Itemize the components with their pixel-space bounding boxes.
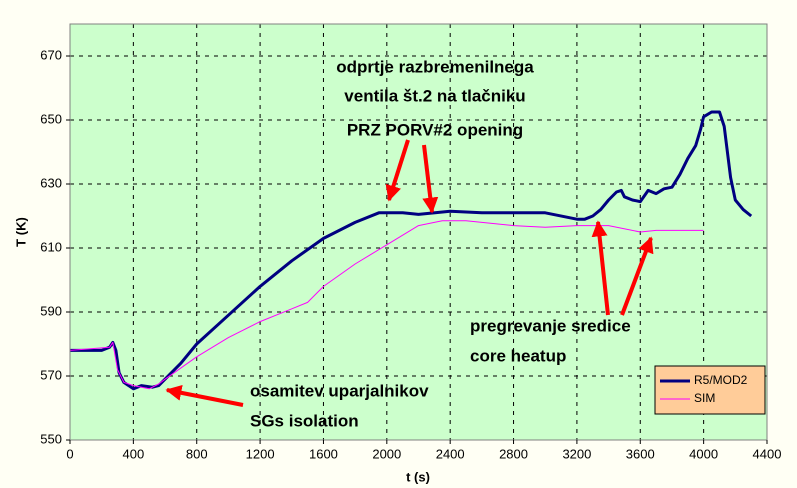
series-line <box>70 110 753 391</box>
arrow <box>422 144 439 214</box>
annotation: osamitev uparjalnikov <box>250 381 429 400</box>
arrow <box>165 384 244 407</box>
x-tick-label: 2000 <box>372 446 401 461</box>
x-tick-label: 2800 <box>499 446 528 461</box>
arrows <box>165 139 654 407</box>
x-tick-label: 3600 <box>626 446 655 461</box>
annotation: ventila št.2 na tlačniku <box>344 86 525 105</box>
arrow <box>620 236 654 316</box>
annotation: PRZ PORV#2 opening <box>347 120 523 139</box>
x-tick-label: 400 <box>123 446 145 461</box>
x-tick-label: 2400 <box>436 446 465 461</box>
x-tick-label: 800 <box>186 446 208 461</box>
y-axis-label: T (K) <box>13 217 28 247</box>
legend: R5/MOD2 SIM <box>654 365 766 415</box>
y-tick-label: 650 <box>40 111 62 126</box>
legend-box <box>654 365 766 415</box>
annotation: SGs isolation <box>250 411 359 430</box>
x-axis-label: t (s) <box>406 469 430 484</box>
x-tick-label: 4400 <box>753 446 782 461</box>
x-tick-label: 1600 <box>309 446 338 461</box>
y-tick-label: 670 <box>40 47 62 62</box>
plot-area <box>69 23 768 441</box>
legend-label: SIM <box>694 391 715 405</box>
annotation: pregrevanje sredice <box>470 316 631 335</box>
plot-border <box>69 23 768 441</box>
y-tick-label: 550 <box>40 431 62 446</box>
arrow <box>591 220 610 316</box>
x-tick-label: 4000 <box>689 446 718 461</box>
y-tick-label: 570 <box>40 367 62 382</box>
arrow <box>385 139 410 202</box>
y-tick-label: 610 <box>40 239 62 254</box>
annotation: odprtje razbremenilnega <box>336 57 534 76</box>
x-tick-label: 1200 <box>246 446 275 461</box>
x-tick-label: 3200 <box>562 446 591 461</box>
legend-label: R5/MOD2 <box>694 373 748 387</box>
y-tick-label: 630 <box>40 175 62 190</box>
x-tick-label: 0 <box>66 446 73 461</box>
y-tick-label: 590 <box>40 303 62 318</box>
annotation: core heatup <box>470 346 566 365</box>
